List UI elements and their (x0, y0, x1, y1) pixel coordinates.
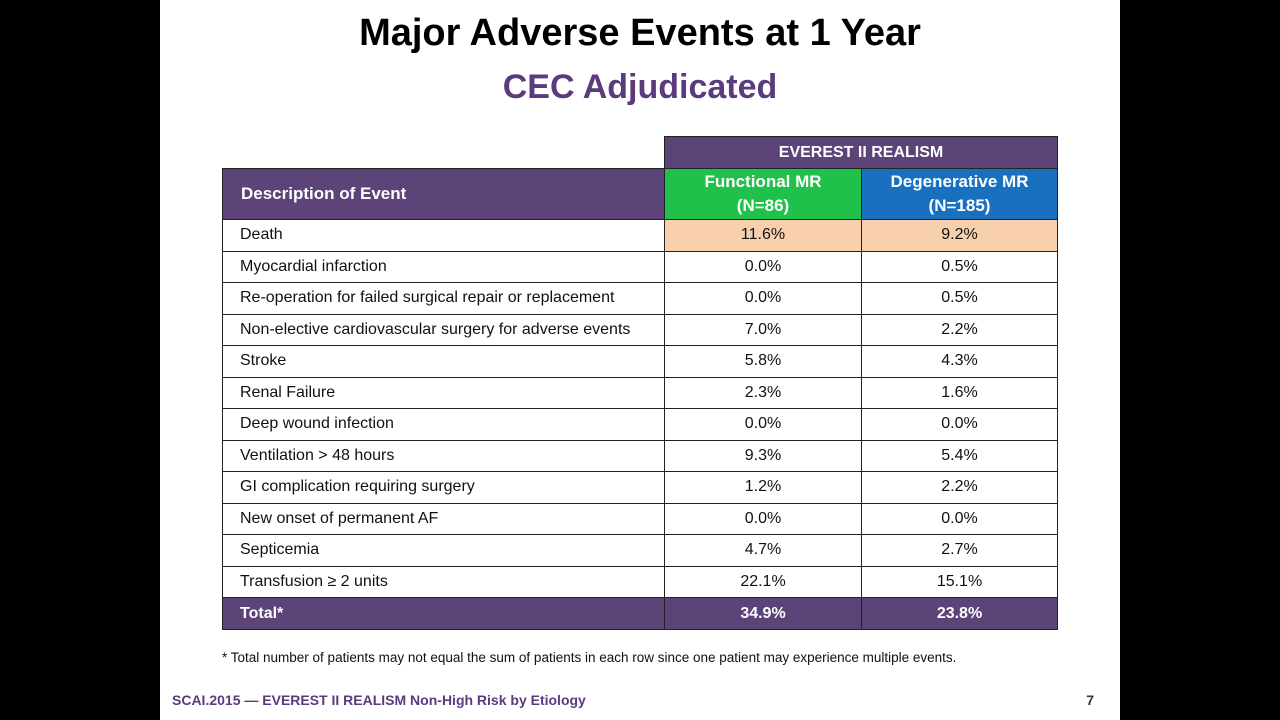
event-name: Septicemia (222, 534, 665, 567)
degenerative-value: 2.2% (861, 471, 1058, 504)
event-name: Myocardial infarction (222, 250, 665, 283)
functional-mr-n: (N=86) (736, 196, 790, 215)
slide-title: Major Adverse Events at 1 Year (359, 12, 921, 54)
degenerative-value: 1.6% (861, 376, 1058, 409)
functional-value: 22.1% (664, 565, 862, 598)
total-label: Total* (222, 597, 665, 630)
event-name: New onset of permanent AF (222, 502, 665, 535)
degenerative-mr-n: (N=185) (928, 196, 991, 215)
degenerative-value: 2.2% (861, 313, 1058, 346)
functional-value: 5.8% (664, 345, 862, 378)
table-row: GI complication requiring surgery 1.2% 2… (222, 471, 1058, 504)
page-number: 7 (1086, 692, 1094, 708)
table-row: Non-elective cardiovascular surgery for … (222, 313, 1058, 346)
degenerative-value: 5.4% (861, 439, 1058, 472)
functional-value: 0.0% (664, 408, 862, 441)
degenerative-value: 0.0% (861, 408, 1058, 441)
degenerative-mr-header: Degenerative MR (N=185) (861, 168, 1058, 220)
table-row: Death 11.6% 9.2% (222, 219, 1058, 252)
blank-corner (223, 137, 665, 169)
event-name: Renal Failure (222, 376, 665, 409)
event-name: Ventilation > 48 hours (222, 439, 665, 472)
total-degenerative-value: 23.8% (861, 597, 1058, 630)
total-row: Total* 34.9% 23.8% (222, 597, 1058, 630)
degenerative-mr-label: Degenerative MR (890, 172, 1029, 191)
table-row: Deep wound infection 0.0% 0.0% (222, 408, 1058, 441)
footnote: * Total number of patients may not equal… (222, 650, 957, 665)
functional-value: 2.3% (664, 376, 862, 409)
event-name: Stroke (222, 345, 665, 378)
slide-footer: SCAI.2015 — EVEREST II REALISM Non-High … (172, 692, 586, 708)
description-header: Description of Event (222, 168, 665, 220)
table-row: Ventilation > 48 hours 9.3% 5.4% (222, 439, 1058, 472)
functional-value: 4.7% (664, 534, 862, 567)
functional-value: 0.0% (664, 250, 862, 283)
functional-value: 7.0% (664, 313, 862, 346)
table-row: Septicemia 4.7% 2.7% (222, 534, 1058, 567)
table-row: Transfusion ≥ 2 units 22.1% 15.1% (222, 565, 1058, 598)
functional-mr-header: Functional MR (N=86) (664, 168, 862, 220)
functional-value: 1.2% (664, 471, 862, 504)
functional-value: 0.0% (664, 282, 862, 315)
functional-mr-label: Functional MR (704, 172, 822, 191)
table-row: Myocardial infarction 0.0% 0.5% (222, 250, 1058, 283)
table-row: Renal Failure 2.3% 1.6% (222, 376, 1058, 409)
slide: Major Adverse Events at 1 Year CEC Adjud… (160, 0, 1120, 720)
adverse-events-table: EVEREST II REALISM Description of Event … (222, 136, 1058, 630)
degenerative-value: 0.5% (861, 282, 1058, 315)
functional-value: 0.0% (664, 502, 862, 535)
table-row: New onset of permanent AF 0.0% 0.0% (222, 502, 1058, 535)
group-header: EVEREST II REALISM (664, 136, 1058, 169)
event-name: Deep wound infection (222, 408, 665, 441)
degenerative-value: 0.5% (861, 250, 1058, 283)
event-name: Transfusion ≥ 2 units (222, 565, 665, 598)
degenerative-value: 15.1% (861, 565, 1058, 598)
event-name: Death (222, 219, 665, 252)
degenerative-value: 4.3% (861, 345, 1058, 378)
degenerative-value: 2.7% (861, 534, 1058, 567)
degenerative-value: 0.0% (861, 502, 1058, 535)
degenerative-value: 9.2% (861, 219, 1058, 252)
event-name: GI complication requiring surgery (222, 471, 665, 504)
event-name: Re-operation for failed surgical repair … (222, 282, 665, 315)
total-functional-value: 34.9% (664, 597, 862, 630)
functional-value: 9.3% (664, 439, 862, 472)
table-row: Stroke 5.8% 4.3% (222, 345, 1058, 378)
functional-value: 11.6% (664, 219, 862, 252)
table-row: Re-operation for failed surgical repair … (222, 282, 1058, 315)
event-name: Non-elective cardiovascular surgery for … (222, 313, 665, 346)
slide-subtitle: CEC Adjudicated (502, 68, 778, 106)
